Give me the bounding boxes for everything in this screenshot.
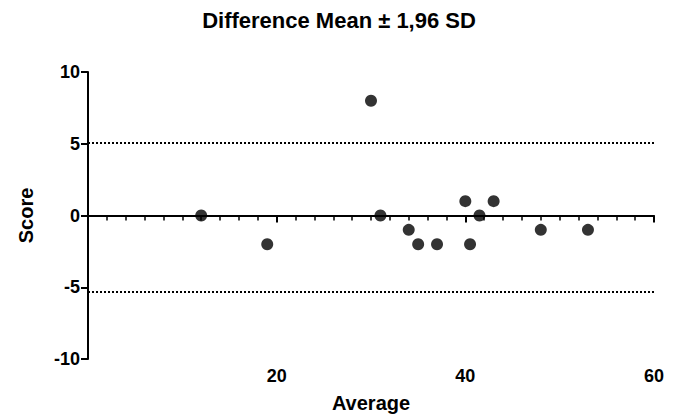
svg-text:-10: -10 — [54, 349, 80, 369]
svg-text:0: 0 — [70, 206, 80, 226]
svg-text:20: 20 — [267, 366, 287, 386]
svg-text:-5: -5 — [64, 277, 80, 297]
svg-text:40: 40 — [455, 366, 475, 386]
svg-text:Difference Mean ± 1,96 SD: Difference Mean ± 1,96 SD — [202, 8, 476, 33]
svg-text:5: 5 — [70, 134, 80, 154]
svg-text:Average: Average — [332, 392, 410, 414]
svg-text:60: 60 — [644, 366, 664, 386]
svg-text:Score: Score — [15, 188, 37, 244]
svg-text:10: 10 — [60, 62, 80, 82]
